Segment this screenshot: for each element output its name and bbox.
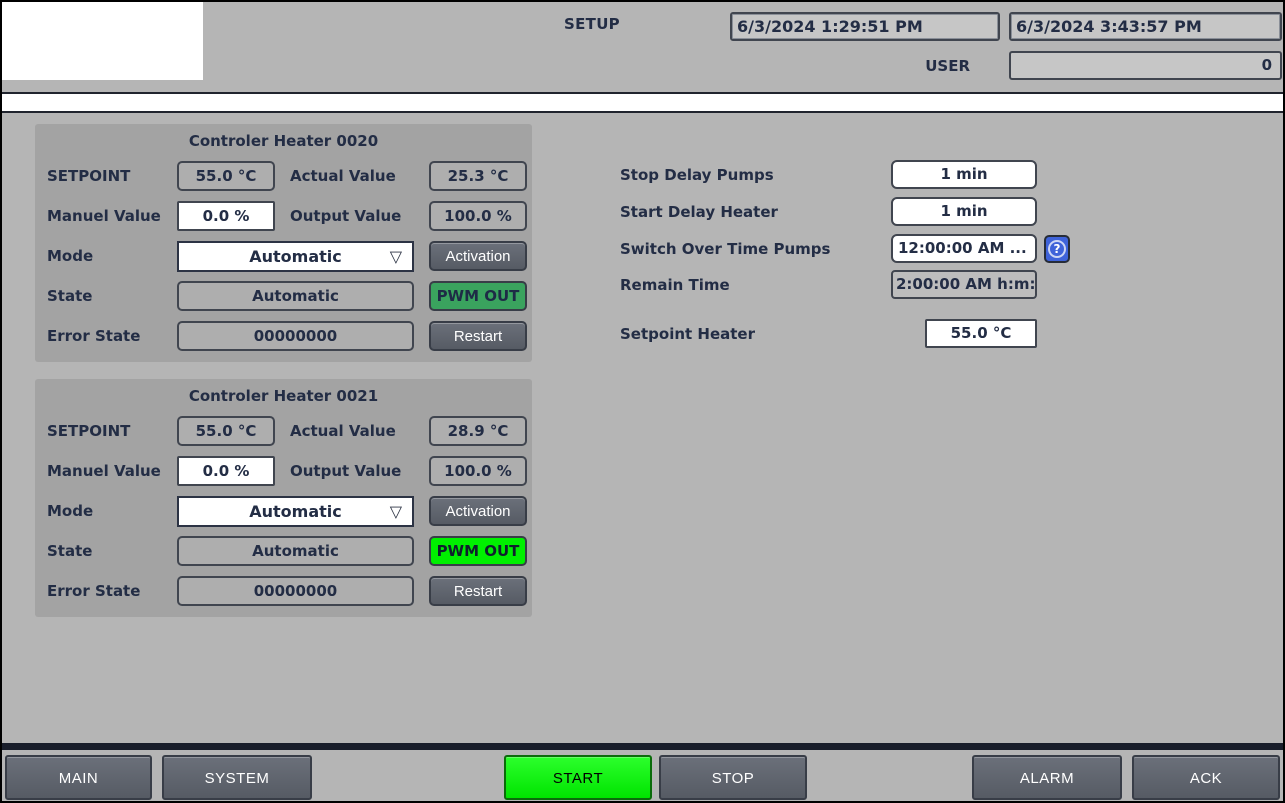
restart-button[interactable]: Restart xyxy=(429,321,527,351)
activation-button[interactable]: Activation xyxy=(429,496,527,526)
question-mark-icon: ? xyxy=(1048,239,1066,258)
state-field: Automatic xyxy=(177,536,414,566)
setpoint-label: SETPOINT xyxy=(47,167,131,185)
page-title: SETUP xyxy=(564,15,620,33)
setpoint-field: 55.0 °C xyxy=(177,416,275,446)
setpoint-label: SETPOINT xyxy=(47,422,131,440)
help-button[interactable]: ? xyxy=(1044,234,1070,263)
manuel-value-row: Manuel Value 0.0 % Output Value 100.0 % xyxy=(47,456,532,486)
state-field: Automatic xyxy=(177,281,414,311)
manuel-value-input[interactable]: 0.0 % xyxy=(177,456,275,486)
chevron-down-icon: ▽ xyxy=(389,501,402,521)
stop-delay-pumps-row: Stop Delay Pumps 1 min xyxy=(602,160,1102,189)
remain-time-field: 2:00:00 AM h:m: xyxy=(891,270,1037,299)
pwm-out-indicator: PWM OUT xyxy=(429,281,527,311)
state-label: State xyxy=(47,542,93,560)
bottom-divider xyxy=(2,743,1283,750)
setpoint-field: 55.0 °C xyxy=(177,161,275,191)
setpoint-heater-row: Setpoint Heater 55.0 °C xyxy=(602,319,1102,348)
mode-row: Mode Automatic ▽ Activation xyxy=(47,495,532,527)
remain-time-label: Remain Time xyxy=(620,275,730,294)
alarm-button[interactable]: ALARM xyxy=(972,755,1122,800)
error-state-field: 00000000 xyxy=(177,321,414,351)
panel-title: Controler Heater 0021 xyxy=(188,387,379,405)
output-value-label: Output Value xyxy=(290,462,402,480)
user-label: USER xyxy=(925,57,970,75)
actual-value-label: Actual Value xyxy=(290,167,396,185)
system-button[interactable]: SYSTEM xyxy=(162,755,312,800)
error-state-label: Error State xyxy=(47,582,141,600)
mode-dropdown[interactable]: Automatic ▽ xyxy=(177,495,414,527)
actual-value-label: Actual Value xyxy=(290,422,396,440)
restart-button[interactable]: Restart xyxy=(429,576,527,606)
mode-dropdown-value: Automatic xyxy=(249,501,342,521)
stop-button[interactable]: STOP xyxy=(659,755,807,800)
mode-label: Mode xyxy=(47,247,94,265)
controller-panel-0020: Controler Heater 0020 SETPOINT 55.0 °C A… xyxy=(35,124,532,362)
user-field[interactable]: 0 xyxy=(1009,51,1282,80)
setpoint-row: SETPOINT 55.0 °C Actual Value 25.3 °C xyxy=(47,161,532,191)
chevron-down-icon: ▽ xyxy=(389,246,402,266)
output-value-field: 100.0 % xyxy=(429,201,527,231)
actual-value-field: 25.3 °C xyxy=(429,161,527,191)
actual-value-field: 28.9 °C xyxy=(429,416,527,446)
state-label: State xyxy=(47,287,93,305)
stop-delay-pumps-label: Stop Delay Pumps xyxy=(620,165,774,184)
manuel-value-label: Manuel Value xyxy=(47,462,161,480)
datetime-field-right[interactable]: 6/3/2024 3:43:57 PM xyxy=(1009,12,1282,41)
mode-dropdown[interactable]: Automatic ▽ xyxy=(177,240,414,272)
error-state-row: Error State 00000000 Restart xyxy=(47,321,532,351)
datetime-field-left[interactable]: 6/3/2024 1:29:51 PM xyxy=(730,12,1000,41)
setpoint-heater-input[interactable]: 55.0 °C xyxy=(925,319,1037,348)
switch-over-time-pumps-input[interactable]: 12:00:00 AM ... xyxy=(891,234,1037,263)
output-value-label: Output Value xyxy=(290,207,402,225)
activation-button[interactable]: Activation xyxy=(429,241,527,271)
switch-over-time-pumps-label: Switch Over Time Pumps xyxy=(620,239,831,258)
ack-button[interactable]: ACK xyxy=(1132,755,1280,800)
switch-over-time-pumps-row: Switch Over Time Pumps 12:00:00 AM ... ? xyxy=(602,234,1102,263)
pwm-out-indicator: PWM OUT xyxy=(429,536,527,566)
remain-time-row: Remain Time 2:00:00 AM h:m: xyxy=(602,270,1102,299)
error-state-field: 00000000 xyxy=(177,576,414,606)
start-delay-heater-input[interactable]: 1 min xyxy=(891,197,1037,226)
state-row: State Automatic PWM OUT xyxy=(47,536,532,566)
manuel-value-row: Manuel Value 0.0 % Output Value 100.0 % xyxy=(47,201,532,231)
separator-strip xyxy=(2,92,1283,113)
mode-row: Mode Automatic ▽ Activation xyxy=(47,240,532,272)
start-button[interactable]: START xyxy=(504,755,652,800)
mode-label: Mode xyxy=(47,502,94,520)
logo-placeholder xyxy=(2,2,203,80)
panel-title: Controler Heater 0020 xyxy=(188,132,379,150)
mode-dropdown-value: Automatic xyxy=(249,246,342,266)
start-delay-heater-row: Start Delay Heater 1 min xyxy=(602,197,1102,226)
setpoint-row: SETPOINT 55.0 °C Actual Value 28.9 °C xyxy=(47,416,532,446)
manuel-value-input[interactable]: 0.0 % xyxy=(177,201,275,231)
settings-column: Stop Delay Pumps 1 min Start Delay Heate… xyxy=(602,152,1102,348)
manuel-value-label: Manuel Value xyxy=(47,207,161,225)
state-row: State Automatic PWM OUT xyxy=(47,281,532,311)
output-value-field: 100.0 % xyxy=(429,456,527,486)
start-delay-heater-label: Start Delay Heater xyxy=(620,202,778,221)
error-state-row: Error State 00000000 Restart xyxy=(47,576,532,606)
error-state-label: Error State xyxy=(47,327,141,345)
main-button[interactable]: MAIN xyxy=(5,755,152,800)
setpoint-heater-label: Setpoint Heater xyxy=(620,324,755,343)
stop-delay-pumps-input[interactable]: 1 min xyxy=(891,160,1037,189)
controller-panel-0021: Controler Heater 0021 SETPOINT 55.0 °C A… xyxy=(35,379,532,617)
